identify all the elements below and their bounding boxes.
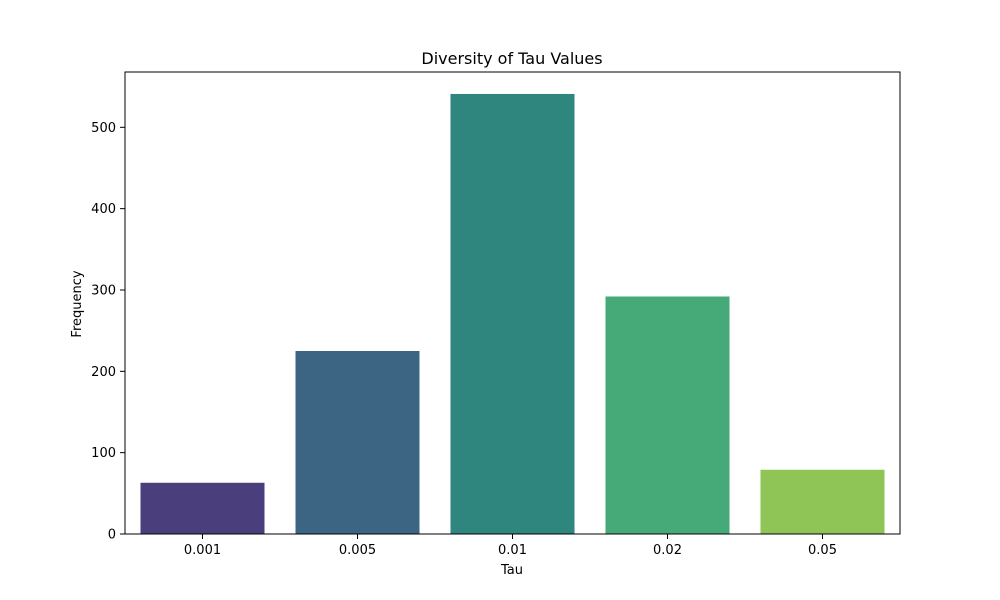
- y-tick-label: 100: [91, 446, 116, 461]
- y-tick-label: 500: [91, 121, 116, 136]
- x-tick-label: 0.01: [498, 543, 527, 558]
- bar-0.01: [450, 93, 575, 534]
- x-tick-label: 0.001: [184, 543, 221, 558]
- y-tick-label: 400: [91, 202, 116, 217]
- bars-group: [140, 93, 885, 534]
- y-tick-label: 300: [91, 283, 116, 298]
- chart-title: Diversity of Tau Values: [421, 49, 602, 68]
- bar-0.02: [605, 296, 730, 534]
- x-axis-label: Tau: [500, 563, 523, 578]
- y-axis: 0 100 200 300 400 500: [91, 121, 125, 543]
- x-tick-label: 0.005: [339, 543, 376, 558]
- bar-0.005: [295, 350, 420, 534]
- x-axis: 0.001 0.005 0.01 0.02 0.05: [124, 71, 901, 558]
- bar-0.001: [140, 482, 265, 534]
- bar-0.05: [760, 469, 885, 534]
- x-tick-label: 0.05: [808, 543, 837, 558]
- y-axis-label: Frequency: [70, 270, 85, 337]
- x-tick-label: 0.02: [653, 543, 682, 558]
- y-tick-label: 200: [91, 365, 116, 380]
- y-tick-label: 0: [108, 528, 116, 543]
